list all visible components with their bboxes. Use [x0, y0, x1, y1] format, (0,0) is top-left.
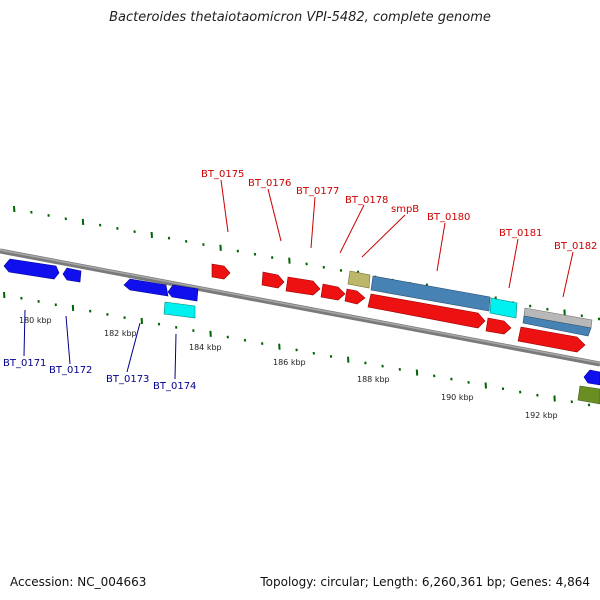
connector-bt0180 — [436, 222, 446, 272]
label-bt0174: BT_0174 — [153, 381, 196, 392]
gene-bt0178-arrow[interactable] — [320, 283, 346, 301]
label-smpb: smpB — [391, 204, 419, 215]
top-label-connectors — [220, 179, 574, 298]
connector-bt0178 — [339, 204, 365, 254]
gene-bt0177-arrow[interactable] — [285, 276, 321, 296]
label-bt0178: BT_0178 — [345, 195, 388, 206]
gene-bt0172-arrow[interactable] — [62, 267, 82, 283]
kbp-label-186: 186 kbp — [273, 358, 306, 367]
connector-bt0171 — [23, 309, 26, 357]
connector-bt0182 — [562, 251, 574, 298]
genome-summary-text: Topology: circular; Length: 6,260,361 bp… — [260, 575, 590, 589]
label-bt0171: BT_0171 — [3, 358, 46, 369]
kbp-label-182: 182 kbp — [104, 329, 137, 338]
label-bt0176: BT_0176 — [248, 178, 291, 189]
genome-backbone — [0, 248, 600, 367]
accession-text: Accession: NC_004663 — [10, 575, 147, 589]
gene-bt0173-arrow[interactable] — [123, 278, 169, 297]
label-bt0182: BT_0182 — [554, 241, 597, 252]
gene-bt0180-cyan-box[interactable] — [489, 297, 518, 319]
gene-bt0174-box[interactable] — [163, 301, 196, 319]
gene-bt0175-arrow[interactable] — [211, 263, 231, 280]
label-bt0175: BT_0175 — [201, 169, 244, 180]
label-bt0180: BT_0180 — [427, 212, 470, 223]
tick-row-bottom — [3, 291, 591, 407]
kbp-label-180: 180 kbp — [19, 316, 52, 325]
kbp-label-184: 184 kbp — [189, 343, 222, 352]
label-bt0177: BT_0177 — [296, 186, 339, 197]
map-title: Bacteroides thetaiotaomicron VPI-5482, c… — [109, 10, 491, 25]
connector-bt0175 — [220, 179, 229, 233]
gene-khaki-box[interactable] — [347, 270, 371, 289]
connector-bt0177 — [310, 196, 316, 249]
label-bt0181: BT_0181 — [499, 228, 542, 239]
connector-bt0172 — [65, 315, 71, 365]
gene-bt0180-box[interactable] — [370, 275, 491, 312]
connector-smpb — [361, 214, 406, 258]
gene-bt0181-arrow[interactable] — [485, 317, 512, 335]
gene-bt0174a-arrow[interactable] — [167, 284, 199, 302]
gene-bt0182-box[interactable] — [522, 315, 592, 337]
bottom-label-connectors — [23, 309, 177, 380]
gene-edge-olive-box[interactable] — [577, 385, 600, 405]
gene-smpb-arrow[interactable] — [344, 288, 366, 305]
connector-bt0173 — [126, 322, 141, 373]
kbp-label-192: 192 kbp — [525, 411, 558, 420]
connector-bt0176 — [267, 188, 282, 242]
label-bt0172: BT_0172 — [49, 365, 92, 376]
connector-bt0174 — [174, 333, 177, 380]
kbp-label-190: 190 kbp — [441, 393, 474, 402]
kbp-label-188: 188 kbp — [357, 375, 390, 384]
gene-red-right-arrow[interactable] — [517, 326, 586, 353]
genome-backbone-highlight — [0, 249, 600, 364]
connector-bt0181 — [508, 238, 519, 289]
label-bt0173: BT_0173 — [106, 374, 149, 385]
gene-bt0176-arrow[interactable] — [261, 271, 285, 289]
gene-edge-blue-arrow[interactable] — [583, 369, 600, 386]
gene-bt0171-arrow[interactable] — [3, 258, 60, 280]
gene-red-long-arrow[interactable] — [367, 293, 486, 329]
